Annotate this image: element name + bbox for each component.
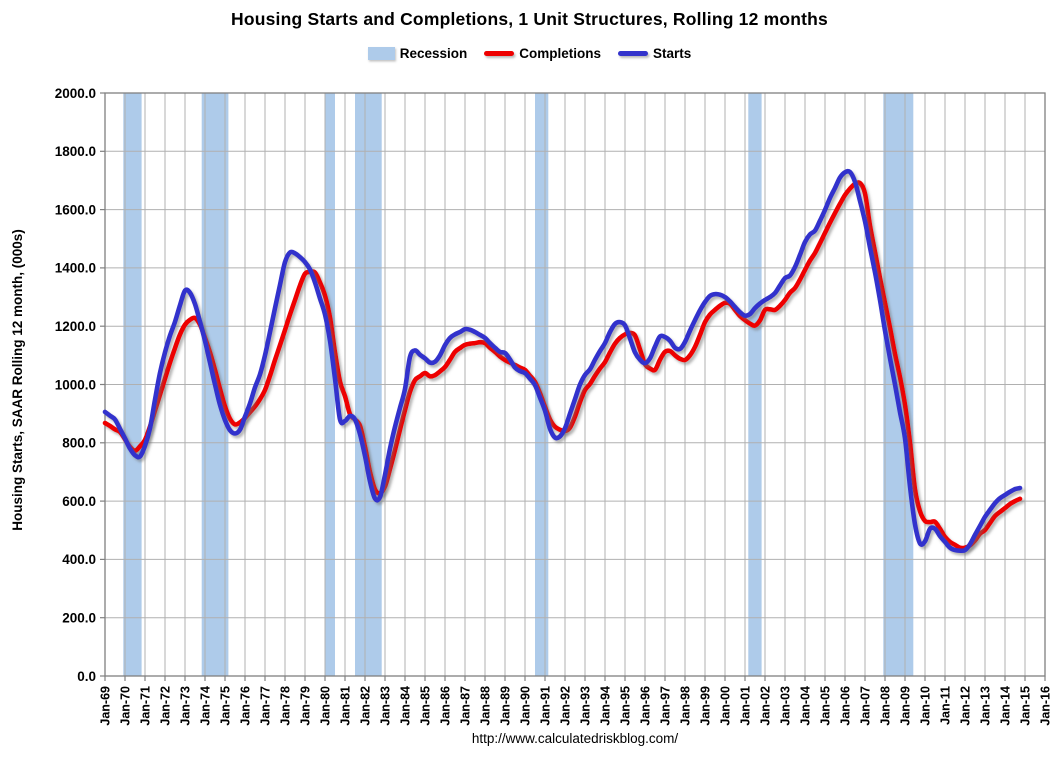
svg-text:Jan-87: Jan-87 bbox=[459, 686, 473, 726]
svg-text:400.0: 400.0 bbox=[62, 552, 96, 567]
x-axis-labels: Jan-69 Jan-70 Jan-71 Jan-72 Jan-73 Jan-74 Jan-… bbox=[99, 686, 1053, 726]
completions-line-swatch bbox=[484, 51, 515, 56]
starts-line-swatch bbox=[618, 51, 649, 56]
svg-text:200.0: 200.0 bbox=[62, 611, 96, 626]
svg-text:Jan-71: Jan-71 bbox=[139, 686, 153, 726]
svg-text:Jan-10: Jan-10 bbox=[919, 686, 933, 726]
svg-text:800.0: 800.0 bbox=[62, 436, 96, 451]
legend-item-recession: Recession bbox=[367, 46, 468, 61]
legend-item-starts: Starts bbox=[618, 46, 691, 61]
svg-text:Jan-80: Jan-80 bbox=[319, 686, 333, 726]
svg-text:Jan-79: Jan-79 bbox=[299, 686, 313, 726]
svg-text:Jan-00: Jan-00 bbox=[719, 686, 733, 726]
svg-text:1000.0: 1000.0 bbox=[55, 377, 96, 392]
svg-text:Jan-72: Jan-72 bbox=[159, 686, 173, 726]
svg-text:Jan-98: Jan-98 bbox=[679, 686, 693, 726]
svg-text:Jan-02: Jan-02 bbox=[759, 686, 773, 726]
svg-text:Jan-92: Jan-92 bbox=[559, 686, 573, 726]
svg-text:Jan-88: Jan-88 bbox=[479, 686, 493, 726]
svg-text:Jan-11: Jan-11 bbox=[939, 686, 953, 725]
svg-text:Jan-77: Jan-77 bbox=[259, 686, 273, 726]
svg-text:Jan-13: Jan-13 bbox=[979, 686, 993, 726]
plot-border bbox=[104, 92, 1046, 677]
svg-text:Jan-14: Jan-14 bbox=[999, 686, 1013, 726]
svg-text:Jan-75: Jan-75 bbox=[219, 686, 233, 726]
svg-text:Jan-08: Jan-08 bbox=[879, 686, 893, 726]
legend: Recession Completions Starts bbox=[0, 46, 1059, 61]
legend-label-starts: Starts bbox=[653, 46, 692, 61]
svg-text:Jan-81: Jan-81 bbox=[339, 686, 353, 726]
svg-text:Jan-12: Jan-12 bbox=[959, 686, 973, 726]
svg-text:Jan-99: Jan-99 bbox=[699, 686, 713, 726]
recession-swatch bbox=[367, 47, 395, 60]
svg-text:Jan-91: Jan-91 bbox=[539, 686, 553, 726]
svg-text:Jan-84: Jan-84 bbox=[399, 686, 413, 726]
svg-text:Jan-69: Jan-69 bbox=[99, 686, 113, 726]
legend-label-completions: Completions bbox=[519, 46, 602, 61]
svg-text:Jan-09: Jan-09 bbox=[899, 686, 913, 726]
svg-text:Jan-85: Jan-85 bbox=[419, 686, 433, 726]
svg-text:Jan-15: Jan-15 bbox=[1019, 686, 1033, 726]
svg-text:Jan-89: Jan-89 bbox=[499, 686, 513, 726]
svg-text:Jan-97: Jan-97 bbox=[659, 686, 673, 726]
svg-text:Jan-03: Jan-03 bbox=[779, 686, 793, 726]
svg-text:Jan-83: Jan-83 bbox=[379, 686, 393, 726]
svg-text:Jan-06: Jan-06 bbox=[839, 686, 853, 726]
svg-text:Jan-70: Jan-70 bbox=[119, 686, 133, 726]
svg-text:Jan-86: Jan-86 bbox=[439, 686, 453, 726]
axis-ticks bbox=[100, 92, 1046, 681]
svg-text:1800.0: 1800.0 bbox=[55, 144, 96, 159]
svg-text:Jan-76: Jan-76 bbox=[239, 686, 253, 726]
svg-text:Jan-95: Jan-95 bbox=[619, 686, 633, 726]
svg-text:2000.0: 2000.0 bbox=[55, 86, 96, 101]
svg-text:Jan-94: Jan-94 bbox=[599, 686, 613, 726]
svg-text:Jan-96: Jan-96 bbox=[639, 686, 653, 726]
svg-text:Jan-07: Jan-07 bbox=[859, 686, 873, 726]
svg-text:1600.0: 1600.0 bbox=[55, 202, 96, 217]
svg-text:600.0: 600.0 bbox=[62, 494, 96, 509]
svg-text:Jan-73: Jan-73 bbox=[179, 686, 193, 726]
svg-text:Jan-04: Jan-04 bbox=[799, 686, 813, 726]
y-axis-labels: 0.0 200.0 400.0 600.0 800.0 1000.0 1200.0 1400.… bbox=[55, 86, 96, 684]
svg-text:Jan-16: Jan-16 bbox=[1039, 686, 1053, 726]
svg-text:Jan-82: Jan-82 bbox=[359, 686, 373, 726]
series-completions-line bbox=[102, 180, 1023, 551]
svg-text:Jan-93: Jan-93 bbox=[579, 686, 593, 726]
legend-item-completions: Completions bbox=[484, 46, 601, 61]
svg-text:0.0: 0.0 bbox=[77, 669, 96, 684]
source-url: http://www.calculatedriskblog.com/ bbox=[471, 731, 679, 746]
svg-text:Jan-05: Jan-05 bbox=[819, 686, 833, 726]
svg-text:Jan-74: Jan-74 bbox=[199, 686, 213, 726]
svg-text:Jan-90: Jan-90 bbox=[519, 686, 533, 726]
svg-text:1200.0: 1200.0 bbox=[55, 319, 96, 334]
chart-title: Housing Starts and Completions, 1 Unit S… bbox=[231, 9, 828, 29]
svg-text:1400.0: 1400.0 bbox=[55, 261, 96, 276]
svg-text:Jan-78: Jan-78 bbox=[279, 686, 293, 726]
legend-label-recession: Recession bbox=[399, 46, 468, 61]
series-starts-line bbox=[102, 168, 1023, 554]
y-axis-title: Housing Starts, SAAR Rolling 12 month, (… bbox=[10, 229, 25, 531]
svg-text:Jan-01: Jan-01 bbox=[739, 686, 753, 726]
